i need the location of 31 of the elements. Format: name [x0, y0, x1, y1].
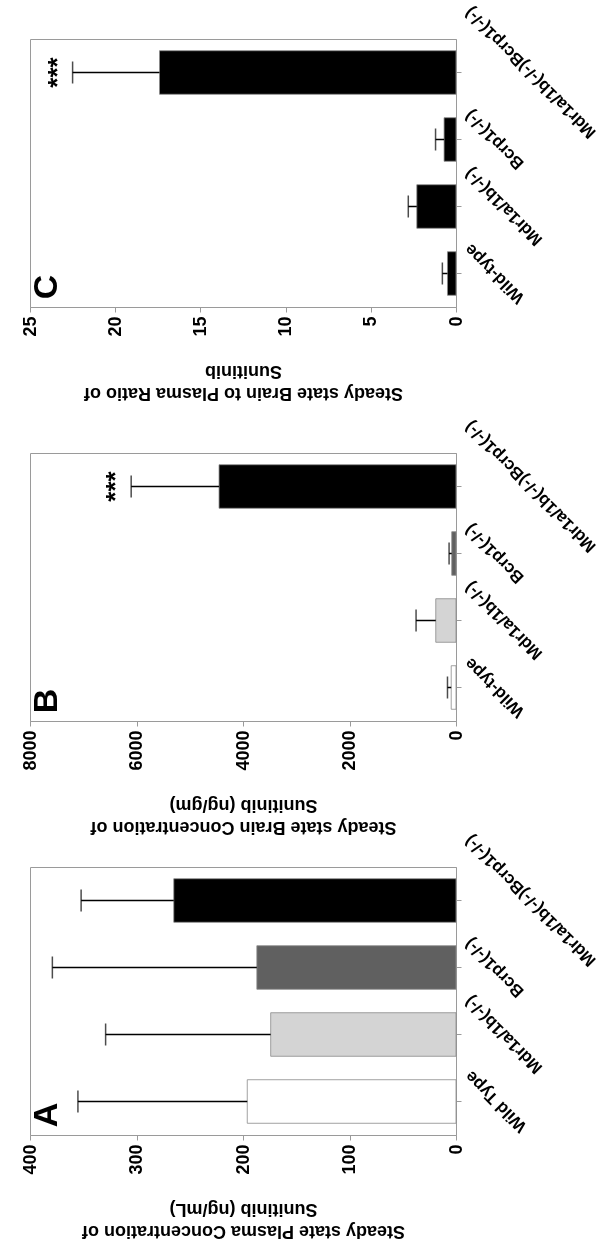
bar	[246, 1079, 457, 1124]
text: B	[26, 688, 64, 714]
x-tick-label: 10	[275, 316, 296, 337]
x-tick-label: 200	[232, 1144, 253, 1175]
x-tick-label: 0	[445, 730, 466, 741]
text: A	[26, 1102, 64, 1128]
x-tick-label: 8000	[19, 730, 40, 771]
x-tick-label: 25	[19, 316, 40, 337]
x-tick-label: 6000	[126, 730, 146, 771]
x-tick-label: 2000	[339, 730, 359, 771]
x-tick-label: 15	[189, 316, 210, 337]
annotation: ***	[100, 470, 131, 502]
x-tick-label: 100	[339, 1144, 359, 1175]
text: C	[26, 274, 64, 300]
x-tick-label: 4000	[232, 730, 253, 771]
x-tick-label: 5	[360, 316, 381, 327]
x-axis-title: Steady state Brain Concentration of Sunitinib (ng/gm)	[89, 795, 397, 838]
annotation: ***	[41, 56, 72, 88]
bar	[447, 251, 457, 296]
bar	[256, 945, 457, 990]
x-axis-title: Steady state Plasma Concentration of Sunitinib (ng/mL)	[80, 1199, 406, 1242]
x-tick-label: 300	[126, 1144, 146, 1175]
x-tick-label: 0	[445, 316, 466, 327]
bar	[451, 531, 457, 576]
x-tick-label: 20	[104, 316, 125, 337]
bar	[435, 598, 457, 643]
bar	[270, 1012, 457, 1057]
x-tick-label: 400	[19, 1144, 40, 1175]
bar	[450, 665, 457, 710]
x-tick-label: 0	[445, 1144, 466, 1155]
x-axis-title: Steady state Brain to Plasma Ratio of Sunitinib	[82, 361, 404, 404]
